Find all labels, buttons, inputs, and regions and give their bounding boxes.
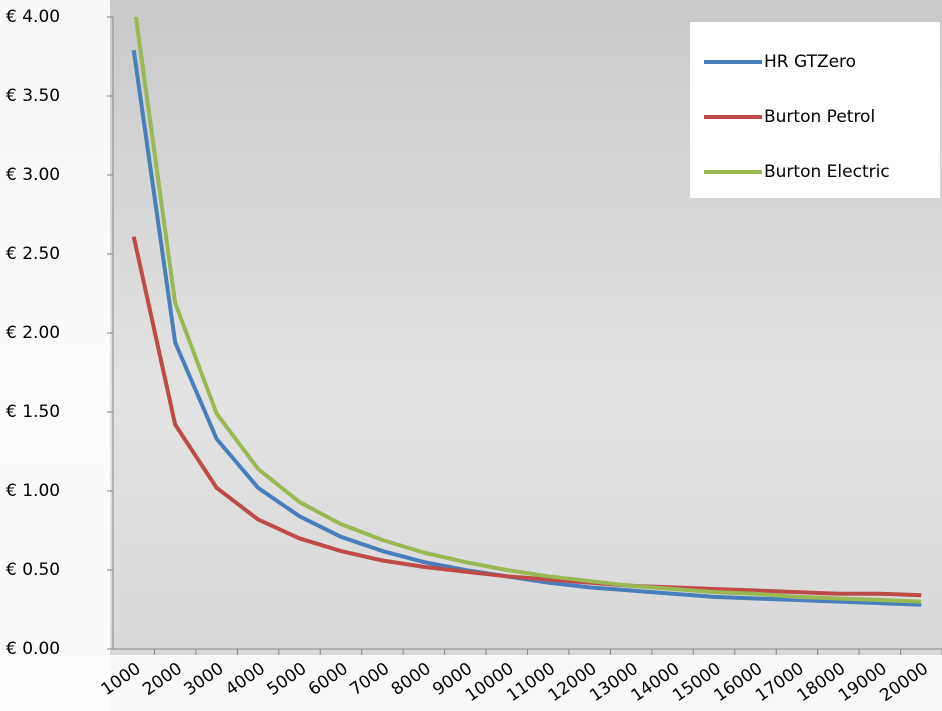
y-tick-label: € 2.50 [6,244,60,264]
legend-label: Burton Electric [764,162,890,182]
y-tick-label: € 4.00 [6,7,60,27]
y-tick-label: € 2.00 [6,323,60,343]
y-tick-label: € 3.50 [6,86,60,106]
y-tick-label: € 0.50 [6,560,60,580]
label-panel [0,0,110,711]
chart: € 0.00 € 0.50 € 1.00 € 1.50 € 2.00 € 2.50 € 3.… [0,0,942,711]
legend-label: HR GTZero [764,52,856,72]
y-tick-label: € 1.50 [6,402,60,422]
y-tick-label: € 3.00 [6,165,60,185]
y-tick-label: € 0.00 [6,639,60,659]
legend-label: Burton Petrol [764,107,875,127]
y-tick-label: € 1.00 [6,481,60,501]
